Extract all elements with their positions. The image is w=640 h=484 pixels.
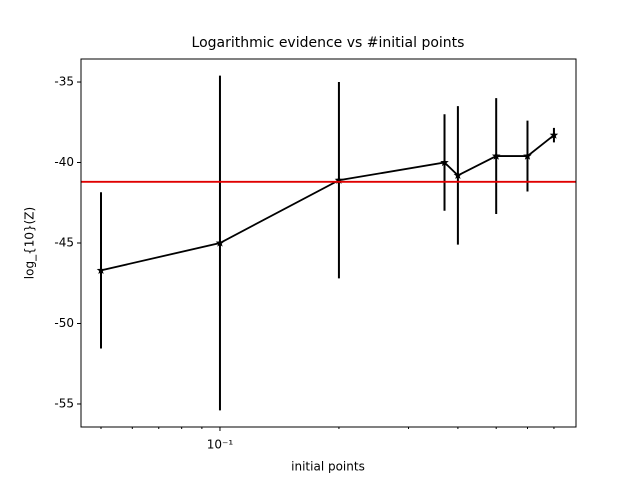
plot-frame (80, 58, 577, 428)
y-tick-label: -55 (54, 396, 74, 410)
marker (453, 170, 463, 180)
y-tick-label: -45 (54, 236, 74, 250)
marker (523, 151, 532, 160)
y-axis-label: log_{10}(Z) (23, 207, 37, 279)
y-tick-label: -40 (54, 155, 74, 169)
line (100, 134, 555, 272)
marker (440, 158, 449, 167)
marker (215, 238, 225, 247)
x-axis-label: initial points (291, 460, 365, 474)
x-tick-label: 10⁻¹ (207, 438, 234, 452)
marker (334, 175, 344, 184)
marker (491, 151, 501, 160)
marker (549, 130, 559, 139)
marker (96, 265, 106, 275)
chart-title: Logarithmic evidence vs #initial points (192, 35, 465, 51)
y-tick-label: -35 (54, 75, 74, 89)
y-tick-label: -50 (54, 316, 74, 330)
